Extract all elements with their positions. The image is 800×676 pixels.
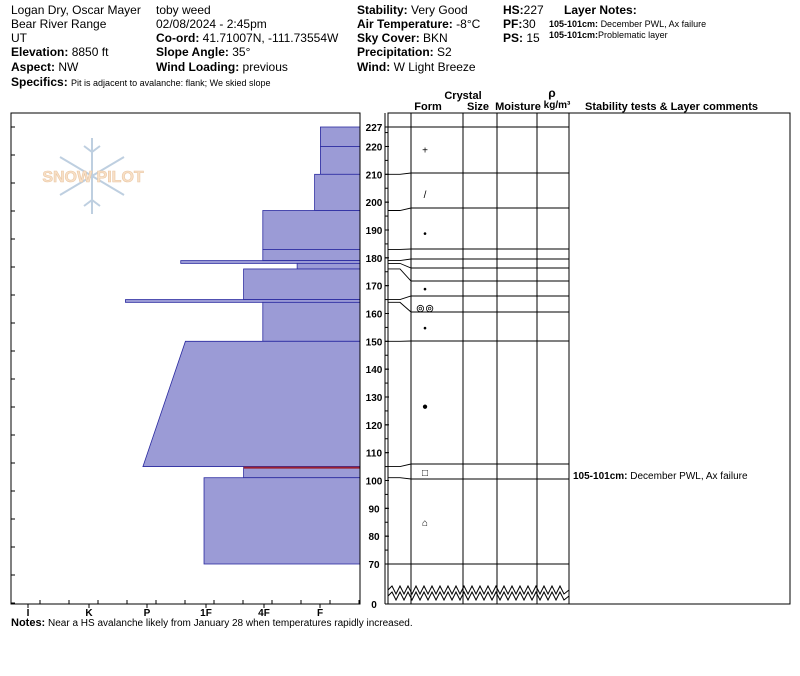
snowflake-icon xyxy=(59,138,125,214)
layer-boundaries xyxy=(388,126,569,565)
height-axis: 227 220 210 200 190 180 170 160 150 140 130 120 110 1… xyxy=(366,113,389,611)
hardness-profile xyxy=(125,126,361,565)
layer-table xyxy=(387,112,791,605)
profile-layer-6 xyxy=(296,262,361,270)
height-tick-label: 170 xyxy=(366,282,383,293)
state: UT xyxy=(11,31,27,45)
height-tick-label: 0 xyxy=(371,600,377,611)
stability: Stability: Very Good xyxy=(357,3,468,17)
layer-boundary xyxy=(388,172,569,175)
axis-break xyxy=(387,584,570,596)
col-density: kg/m³ xyxy=(544,100,571,111)
profile-layer-5 xyxy=(180,260,361,264)
height-tick-label: 227 xyxy=(366,123,383,134)
hardness-axis: I K P 1F 4F F xyxy=(10,126,360,619)
profile-layer-3 xyxy=(262,210,361,250)
date-time: 02/08/2024 - 2:45pm xyxy=(156,17,267,31)
height-tick-label: 70 xyxy=(368,560,380,571)
pf: PF:30 xyxy=(503,17,536,31)
grain-form-symbol: • xyxy=(423,284,427,295)
grain-form-symbol: ● xyxy=(422,401,428,412)
hardness-tick-label: 4F xyxy=(258,608,270,619)
grain-forms: + / • • ⊚⊚ • ● □ ⌂ xyxy=(416,145,434,529)
height-tick-label: 130 xyxy=(366,393,383,404)
height-tick-label: 120 xyxy=(366,421,383,432)
layer-note-1: 105-101cm: December PWL, Ax failure xyxy=(549,19,707,29)
layer-boundary xyxy=(388,268,569,282)
col-crystal: Crystal xyxy=(444,90,481,102)
profile-layer-10 xyxy=(142,340,361,467)
observer-2: toby weed xyxy=(156,3,211,17)
sky-cover: Sky Cover: BKN xyxy=(357,31,448,45)
col-comments: Stability tests & Layer comments xyxy=(585,101,758,113)
height-tick-label: 150 xyxy=(366,337,383,348)
layer-notes-heading: Layer Notes: xyxy=(564,3,637,17)
layer-boundary xyxy=(388,301,569,313)
layer-boundary xyxy=(388,262,569,269)
grain-form-symbol: □ xyxy=(422,468,428,479)
coordinates: Co-ord: 41.71007N, -111.73554W xyxy=(156,31,339,45)
profile-layer-7 xyxy=(243,268,361,300)
height-tick-label: 90 xyxy=(368,504,380,515)
wind: Wind: W Light Breeze xyxy=(357,60,476,74)
height-tick-label: 140 xyxy=(366,365,383,376)
grain-form-symbol: + xyxy=(422,145,428,156)
col-rho: ρ xyxy=(548,86,555,100)
profile-layer-4 xyxy=(262,249,361,262)
height-tick-label: 160 xyxy=(366,309,383,320)
watermark-text: SNOW PILOT xyxy=(42,169,144,186)
axis-break-2 xyxy=(387,590,570,602)
height-tick-label: 180 xyxy=(366,254,383,265)
height-tick-label: 200 xyxy=(366,198,383,209)
height-tick-label: 80 xyxy=(368,532,380,543)
comment-row-1: 105-101cm: December PWL, Ax failure xyxy=(573,471,748,482)
profile-layer-8 xyxy=(125,299,361,303)
grain-form-symbol: ⊚⊚ xyxy=(416,303,434,315)
col-size: Size xyxy=(467,101,489,113)
profile-layer-1 xyxy=(320,146,361,175)
height-tick-label: 220 xyxy=(366,142,383,153)
height-tick-label: 110 xyxy=(366,449,383,460)
grain-form-symbol: ⌂ xyxy=(422,518,428,529)
snowpilot-watermark: SNOW PILOT xyxy=(42,138,144,214)
layer-boundary xyxy=(388,207,569,211)
grain-form-symbol: / xyxy=(424,190,427,201)
height-tick-label: 210 xyxy=(366,170,383,181)
height-tick-label: 100 xyxy=(366,476,383,487)
profile-layer-12 xyxy=(203,477,361,565)
ps: PS: 15 xyxy=(503,31,540,45)
grain-form-symbol: • xyxy=(423,229,427,240)
hardness-tick-label: I xyxy=(27,608,30,619)
hardness-tick-label: K xyxy=(85,608,93,619)
profile-layer-0 xyxy=(320,126,361,147)
air-temperature: Air Temperature: -8°C xyxy=(357,17,481,31)
slope-angle: Slope Angle: 35° xyxy=(156,45,251,59)
hardness-tick-label: P xyxy=(144,608,151,619)
specifics: Specifics: Pit is adjacent to avalanche:… xyxy=(11,75,271,89)
observers: Logan Dry, Oscar Mayer xyxy=(11,3,141,17)
col-moisture: Moisture xyxy=(495,101,541,113)
precipitation: Precipitation: S2 xyxy=(357,45,452,59)
hardness-tick-label: 1F xyxy=(200,608,212,619)
elevation: Elevation: 8850 ft xyxy=(11,45,109,59)
layer-boundary xyxy=(388,295,569,301)
hardness-tick-label: F xyxy=(317,608,323,619)
col-form: Form xyxy=(414,101,442,113)
location: Bear River Range xyxy=(11,17,107,31)
aspect: Aspect: NW xyxy=(11,60,79,74)
wind-loading: Wind Loading: previous xyxy=(156,60,288,74)
notes: Notes: Near a HS avalanche likely from J… xyxy=(11,617,413,629)
layer-boundary xyxy=(388,258,569,262)
height-tick-label: 190 xyxy=(366,226,383,237)
layer-boundary xyxy=(388,463,569,468)
layer-note-2: 105-101cm:Problematic layer xyxy=(549,30,668,40)
profile-layer-9 xyxy=(262,301,361,342)
grain-form-symbol: • xyxy=(423,323,427,334)
layer-boundary xyxy=(388,477,569,480)
profile-layer-2 xyxy=(314,173,361,211)
hs: HS:227 xyxy=(503,3,544,17)
